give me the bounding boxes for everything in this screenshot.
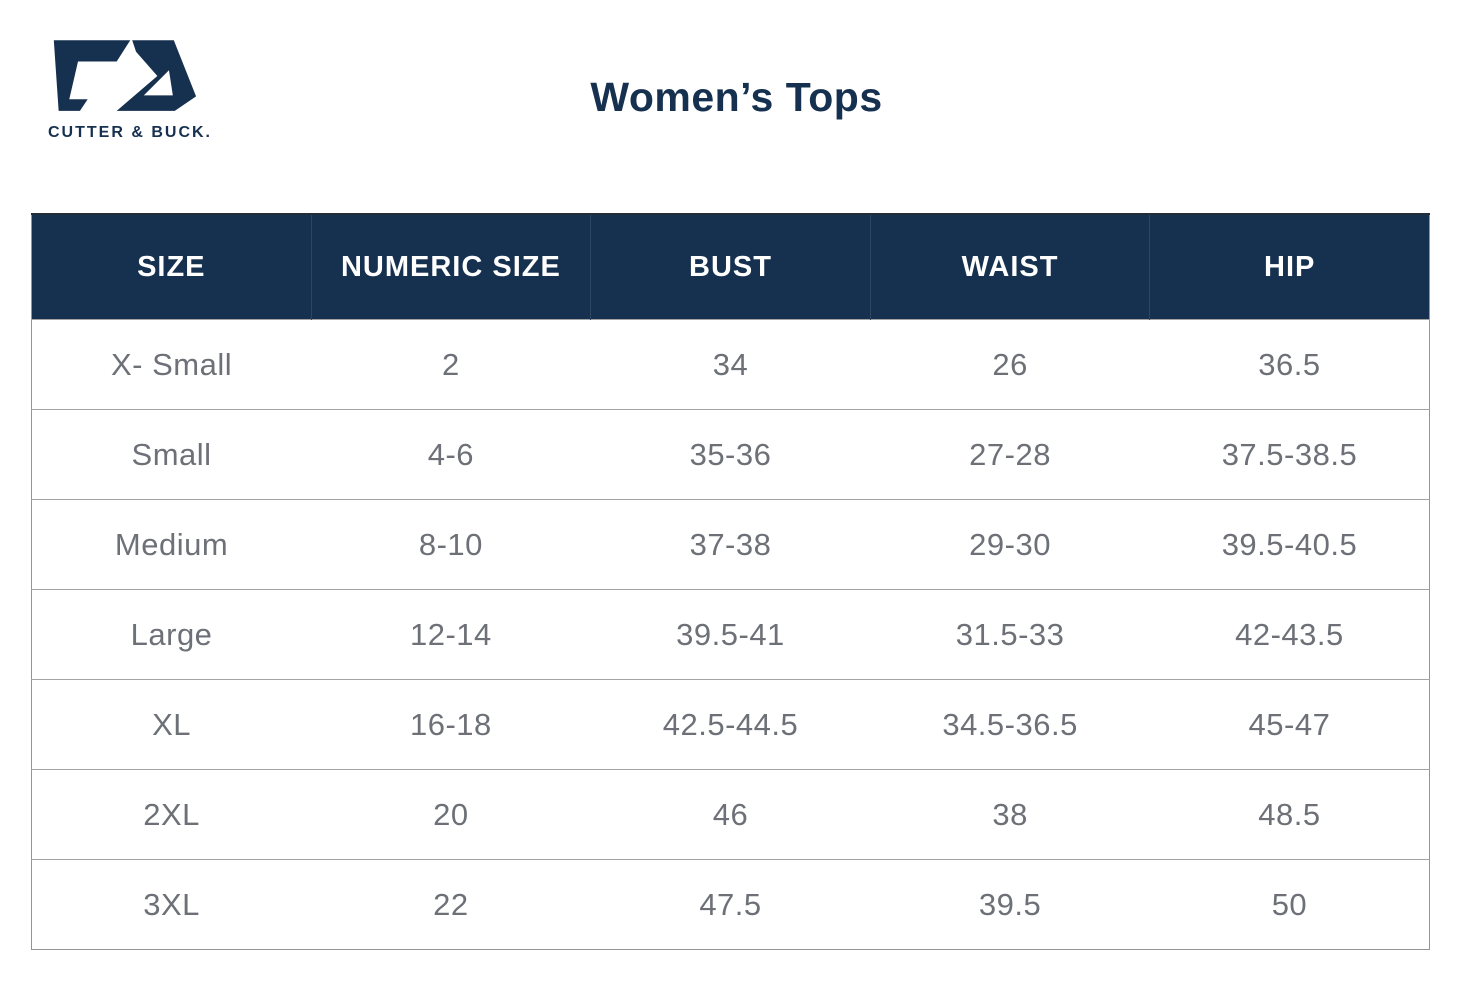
table-row: 3XL 22 47.5 39.5 50 [31, 859, 1430, 950]
table-row: Medium 8-10 37-38 29-30 39.5-40.5 [31, 499, 1430, 590]
header-row: SIZE NUMERIC SIZE BUST WAIST HIP [31, 213, 1430, 320]
table-row: X- Small 2 34 26 36.5 [31, 319, 1430, 410]
measurement-cell: 39.5 [870, 859, 1150, 950]
page-title: Women’s Tops [590, 74, 883, 120]
measurement-cell: 37-38 [590, 499, 871, 590]
measurement-cell: 48.5 [1149, 769, 1430, 860]
measurement-cell: 20 [311, 769, 591, 860]
size-label-cell: Large [31, 589, 312, 680]
size-label-cell: Medium [31, 499, 312, 590]
measurement-cell: 39.5-40.5 [1149, 499, 1430, 590]
measurement-cell: 26 [870, 319, 1150, 410]
measurement-cell: 12-14 [311, 589, 591, 680]
measurement-cell: 42-43.5 [1149, 589, 1430, 680]
measurement-cell: 8-10 [311, 499, 591, 590]
column-header-size: SIZE [31, 213, 312, 320]
size-label-cell: X- Small [31, 319, 312, 410]
measurement-cell: 46 [590, 769, 871, 860]
measurement-cell: 16-18 [311, 679, 591, 770]
measurement-cell: 2 [311, 319, 591, 410]
measurement-cell: 31.5-33 [870, 589, 1150, 680]
column-header-waist: WAIST [869, 213, 1150, 320]
measurement-cell: 47.5 [590, 859, 871, 950]
measurement-cell: 38 [870, 769, 1150, 860]
size-label-cell: 2XL [31, 769, 312, 860]
measurement-cell: 34 [590, 319, 871, 410]
measurement-cell: 45-47 [1149, 679, 1430, 770]
table-row: XL 16-18 42.5-44.5 34.5-36.5 45-47 [31, 679, 1430, 770]
cb-monogram-icon [53, 40, 197, 111]
measurement-cell: 37.5-38.5 [1149, 409, 1430, 500]
measurement-cell: 50 [1149, 859, 1430, 950]
size-chart-header: SIZE NUMERIC SIZE BUST WAIST HIP [31, 213, 1430, 320]
measurement-cell: 42.5-44.5 [590, 679, 871, 770]
table-row: 2XL 20 46 38 48.5 [31, 769, 1430, 860]
column-header-numeric-size: NUMERIC SIZE [310, 213, 591, 320]
size-chart-table: SIZE NUMERIC SIZE BUST WAIST HIP X- Small 2 34… [31, 213, 1430, 950]
measurement-cell: 27-28 [870, 409, 1150, 500]
measurement-cell: 22 [311, 859, 591, 950]
size-label-cell: 3XL [31, 859, 312, 950]
cutter-and-buck-logo: CUTTER & BUCK. [48, 40, 212, 142]
table-row: Small 4-6 35-36 27-28 37.5-38.5 [31, 409, 1430, 500]
column-header-bust: BUST [590, 213, 871, 320]
measurement-cell: 35-36 [590, 409, 871, 500]
column-header-hip: HIP [1149, 213, 1430, 320]
measurement-cell: 36.5 [1149, 319, 1430, 410]
size-label-cell: Small [31, 409, 312, 500]
table-row: Large 12-14 39.5-41 31.5-33 42-43.5 [31, 589, 1430, 680]
measurement-cell: 4-6 [311, 409, 591, 500]
size-label-cell: XL [31, 679, 312, 770]
brand-wordmark: CUTTER & BUCK. [48, 124, 212, 141]
measurement-cell: 34.5-36.5 [870, 679, 1150, 770]
measurement-cell: 29-30 [870, 499, 1150, 590]
measurement-cell: 39.5-41 [590, 589, 871, 680]
size-chart-body: X- Small 2 34 26 36.5 Small 4-6 35-36 27-28 37.5-… [31, 319, 1430, 950]
